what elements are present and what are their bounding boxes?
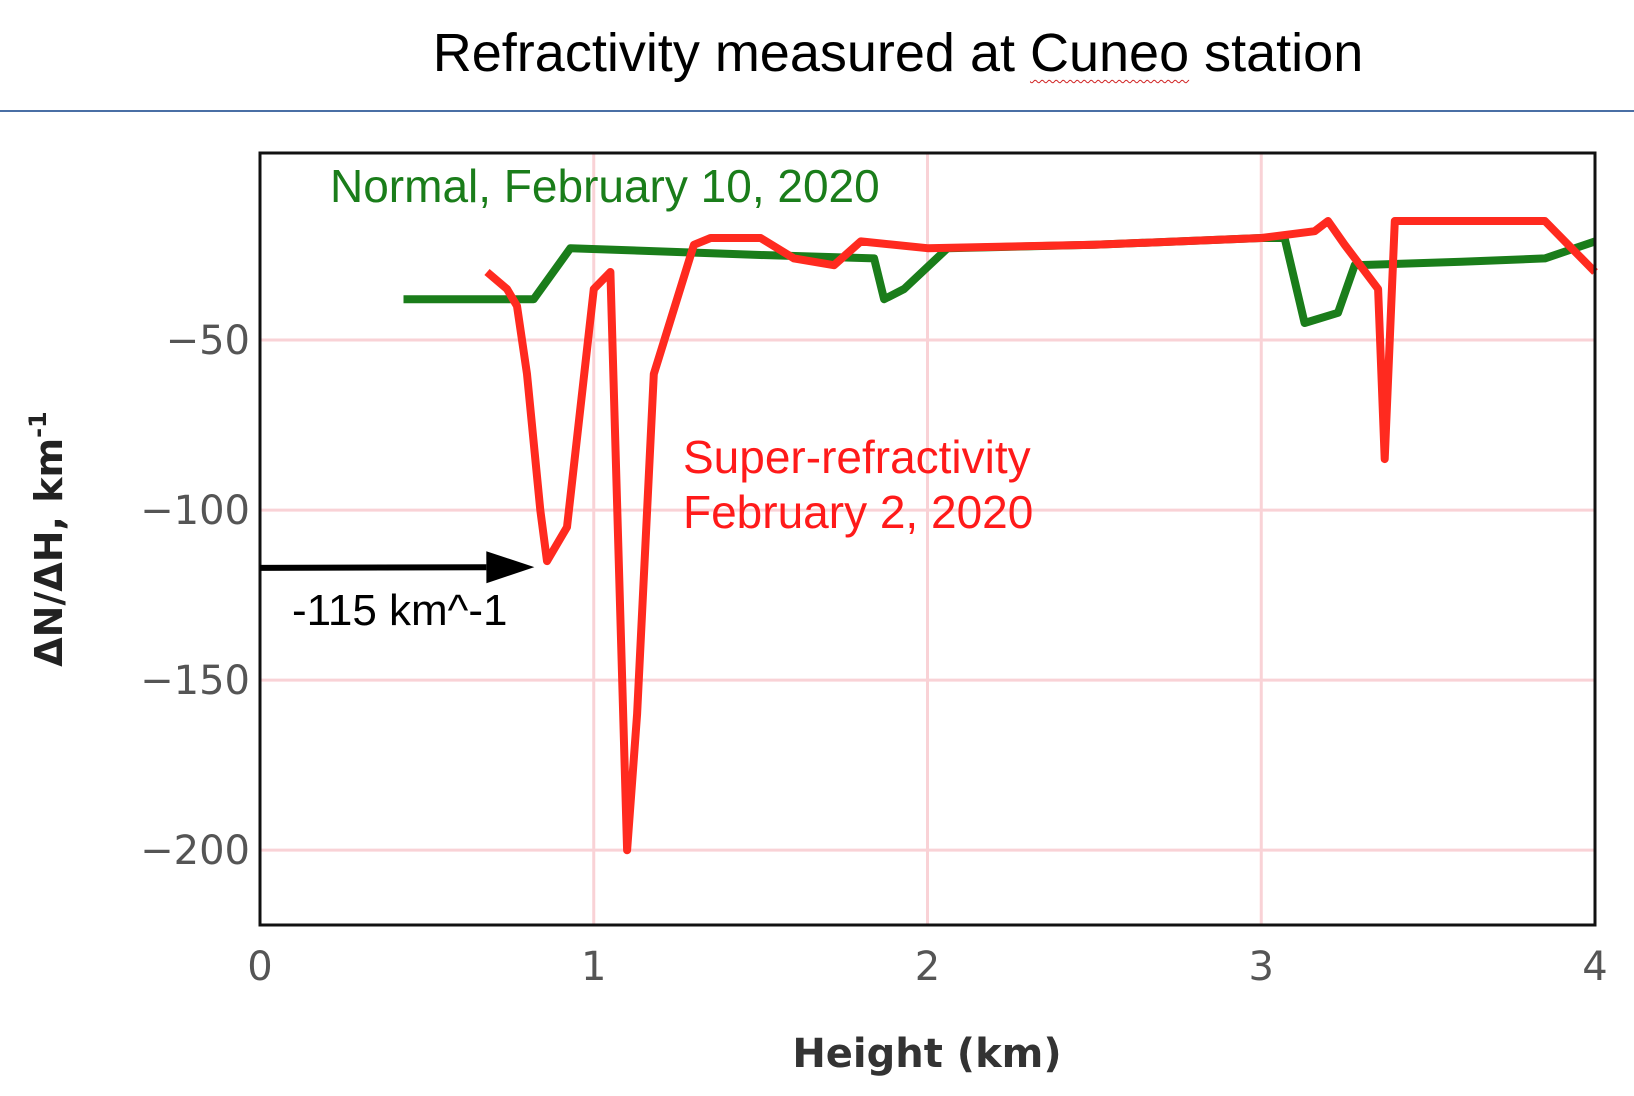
x-tick-label: 1 xyxy=(581,944,606,990)
y-tick-label: −200 xyxy=(140,828,250,874)
title-text-before: Refractivity measured at xyxy=(432,23,1030,83)
legend-label-normal: Normal, February 10, 2020 xyxy=(330,160,880,212)
y-axis-label-text: ΔN/ΔH, km xyxy=(27,438,71,667)
x-tick-label: 4 xyxy=(1582,944,1607,990)
title-text-after: station xyxy=(1189,23,1364,83)
plot-frame xyxy=(258,151,1597,927)
x-tick-label: 0 xyxy=(247,944,272,990)
title-divider xyxy=(0,110,1634,112)
y-tick-label: −100 xyxy=(140,488,250,534)
annotation: -115 km^-1 xyxy=(259,551,535,635)
legend-label-super-refractivity: Super-refractivity February 2, 2020 xyxy=(683,431,1043,538)
y-tick-label: −150 xyxy=(140,658,250,704)
y-axis-label: ΔN/ΔH, km-1 xyxy=(24,411,71,667)
x-tick-label: 3 xyxy=(1249,944,1274,990)
series-line-super-refractivity xyxy=(484,217,1598,855)
chart-labels: Height (km) ΔN/ΔH, km-1 Normal, February… xyxy=(24,160,1062,1077)
legend-label-super-line-1: Super-refractivity xyxy=(683,431,1031,483)
annotation-arrow-shaft xyxy=(259,564,487,571)
y-tick-label: −50 xyxy=(166,318,250,364)
y-axis-label-exponent: -1 xyxy=(24,411,52,438)
annotation-arrow-head xyxy=(486,551,535,584)
tick-labels: 0 1 2 3 4 −50 −100 −150 −200 xyxy=(140,318,1608,990)
grid-lines xyxy=(260,153,1595,925)
annotation-min-value-label: -115 km^-1 xyxy=(292,586,507,635)
page-title: Refractivity measured at Cuneo station xyxy=(0,22,1634,84)
title-text-station-name: Cuneo xyxy=(1029,23,1190,83)
series-lines xyxy=(403,217,1598,855)
series-line-normal xyxy=(403,234,1597,327)
x-tick-label: 2 xyxy=(915,944,940,990)
legend-label-super-line-2: February 2, 2020 xyxy=(683,486,1033,538)
x-axis-label: Height (km) xyxy=(792,1031,1061,1077)
